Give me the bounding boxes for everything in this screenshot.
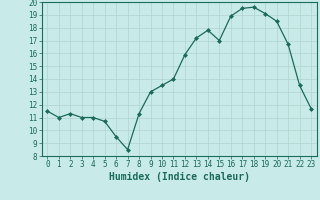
X-axis label: Humidex (Indice chaleur): Humidex (Indice chaleur): [109, 172, 250, 182]
